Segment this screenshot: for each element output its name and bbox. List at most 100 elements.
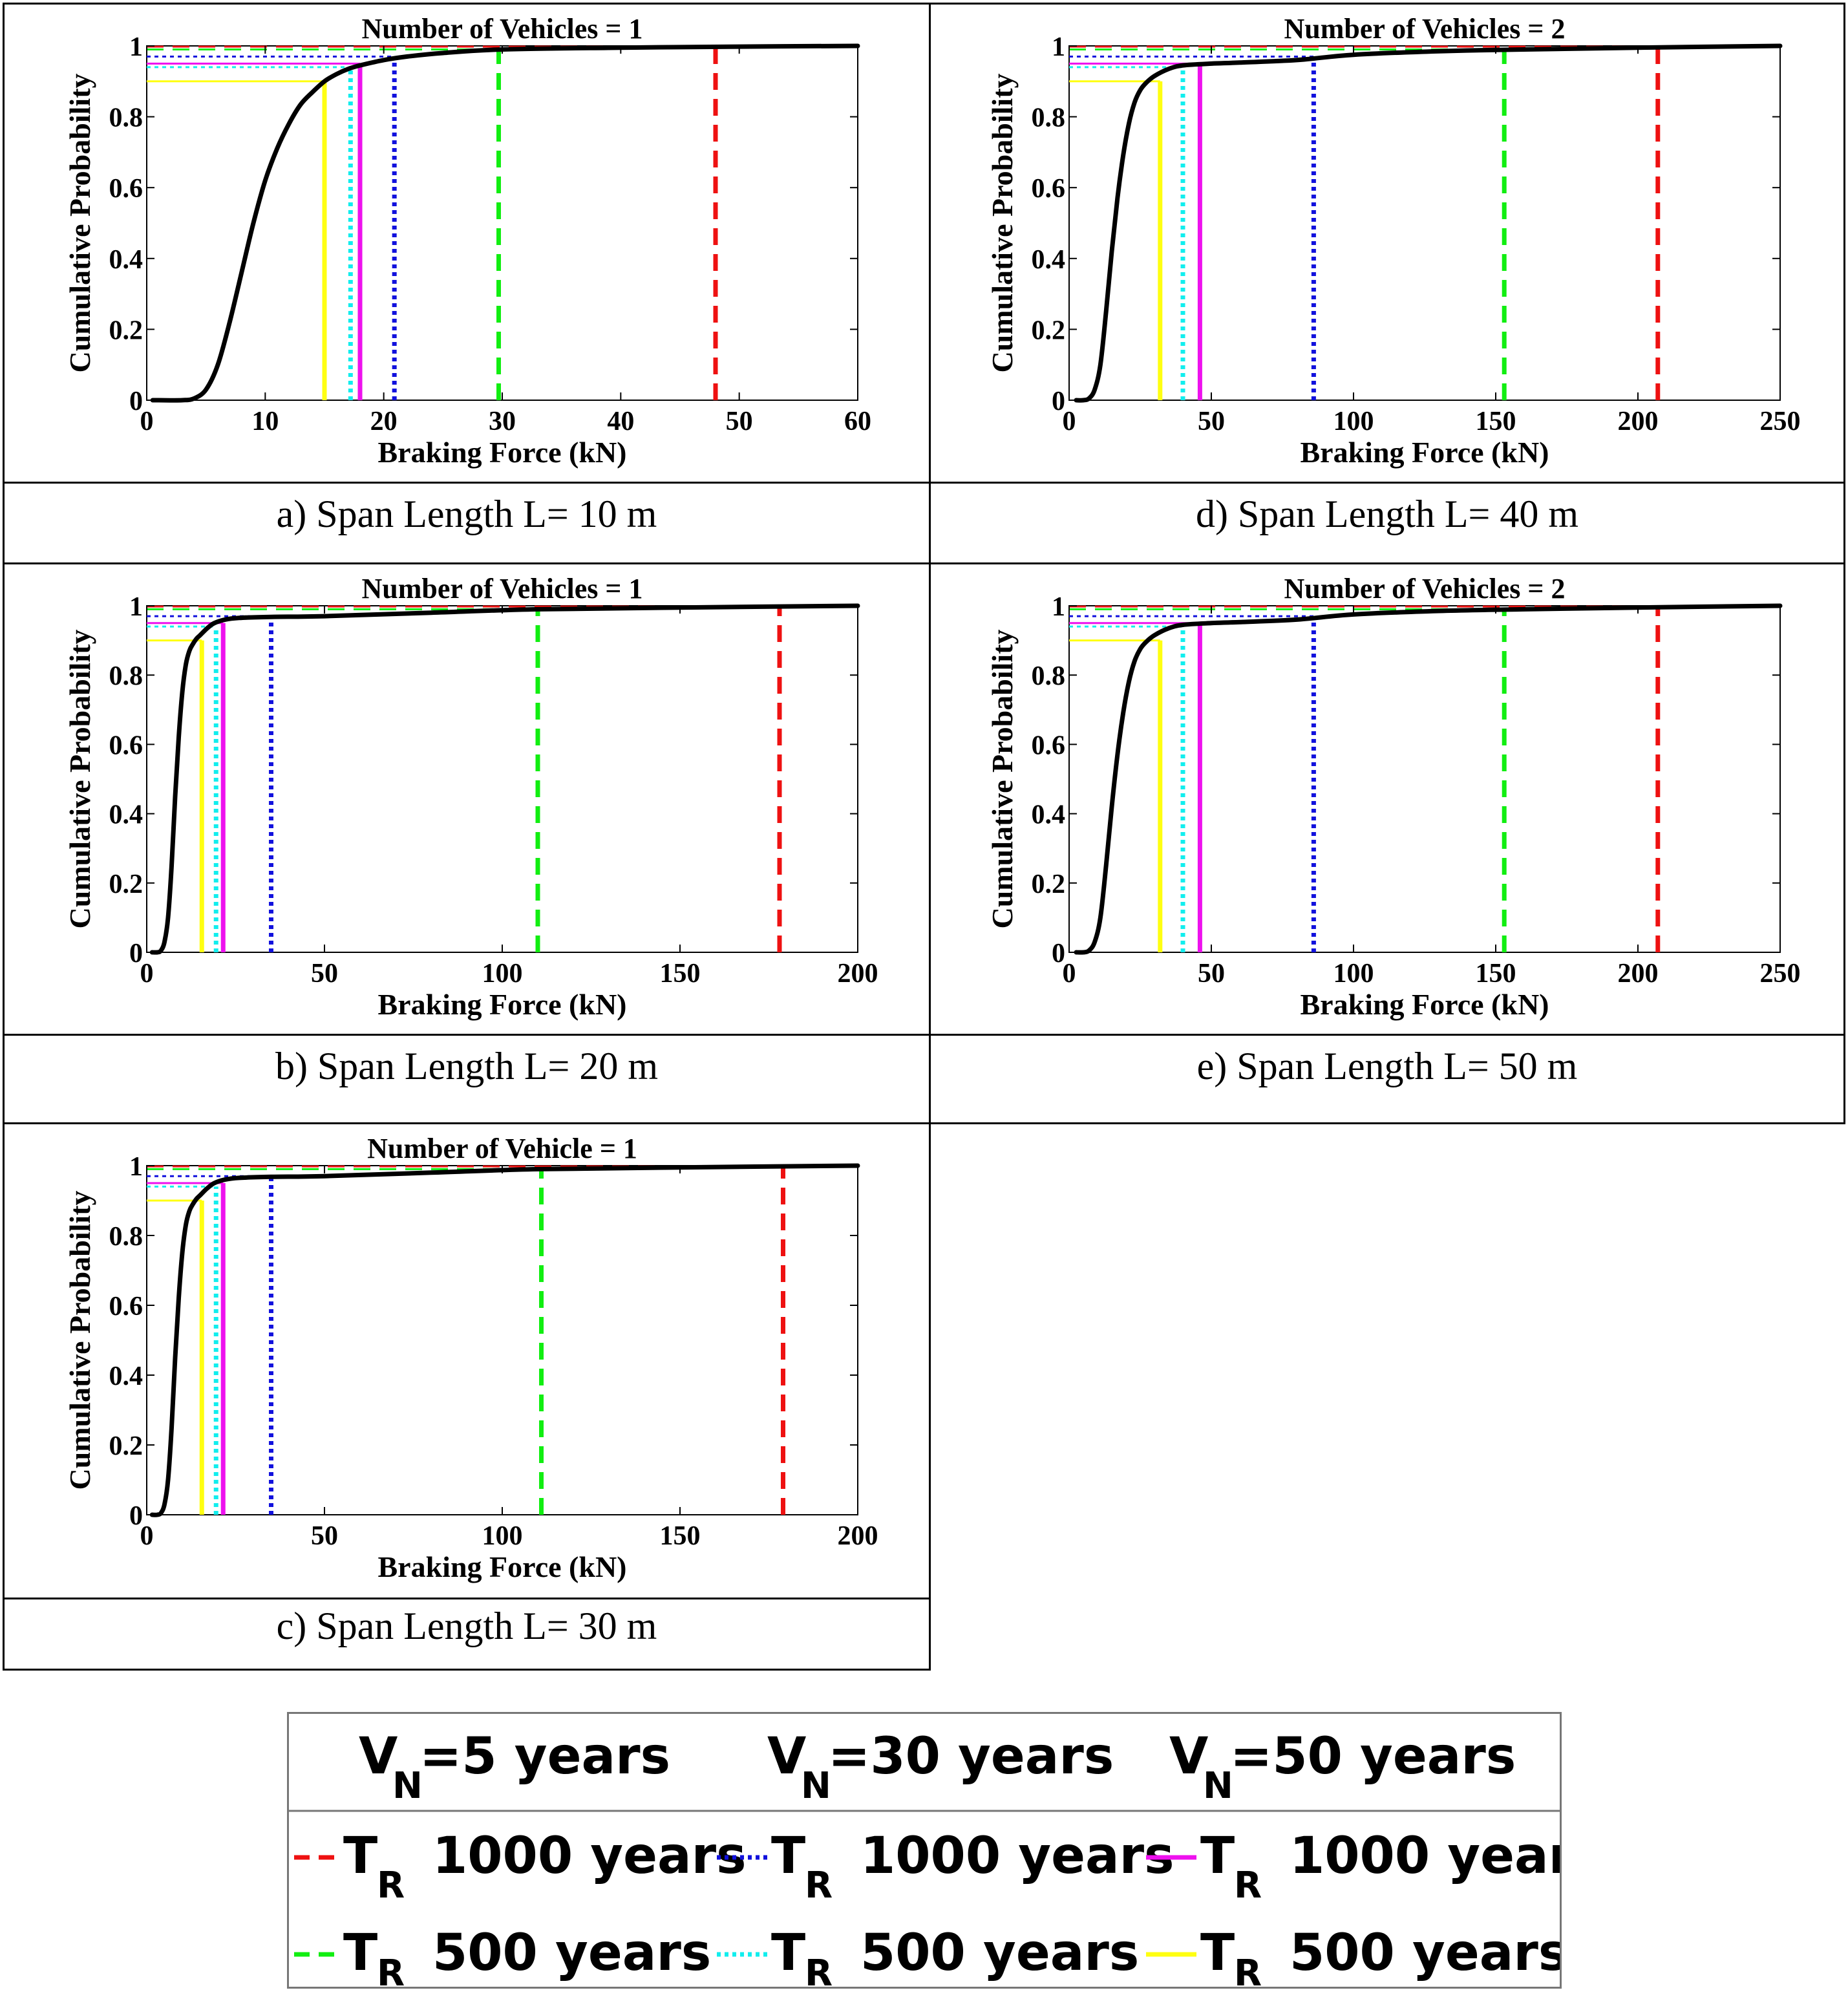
reference-vn5_tr1000 xyxy=(1069,605,1661,952)
cdf-curve xyxy=(149,603,860,955)
svg-text:500 years: 500 years xyxy=(1290,1924,1560,1982)
y-axis-label: Cumulative Probability xyxy=(63,629,96,928)
svg-text:1000 years: 1000 years xyxy=(432,1827,747,1885)
y-tick-label: 0 xyxy=(1052,939,1065,968)
reference-vn5_tr500 xyxy=(147,608,540,952)
reference-vn30_tr500 xyxy=(147,625,218,952)
x-tick-label: 150 xyxy=(1476,407,1516,436)
x-tick-label: 0 xyxy=(1063,959,1076,989)
caption-d: d) Span Length L= 40 m xyxy=(1195,493,1579,535)
y-tick-label: 0.6 xyxy=(1032,174,1066,204)
y-tick-label: 0.4 xyxy=(1032,245,1066,275)
x-tick-label: 150 xyxy=(660,1521,701,1551)
x-tick-label: 10 xyxy=(251,407,279,436)
y-axis-label: Cumulative Probability xyxy=(986,629,1019,928)
y-tick-label: 0 xyxy=(129,1501,143,1531)
chart-e: Number of Vehicles = 2 0 50 100 150 200 250 0 0.… xyxy=(986,573,1801,1021)
chart-title: Number of Vehicles = 1 xyxy=(362,13,643,45)
x-tick-label: 0 xyxy=(1063,407,1076,436)
reference-vn30_tr500 xyxy=(1069,66,1185,400)
y-tick-label: 0.4 xyxy=(1032,800,1066,830)
caption-divider xyxy=(931,1034,1843,1036)
y-tick-label: 0.2 xyxy=(1032,315,1066,345)
svg-text:T: T xyxy=(771,1827,805,1885)
cdf-curve xyxy=(149,1163,860,1517)
x-tick-label: 50 xyxy=(311,959,338,989)
svg-text:V: V xyxy=(1169,1727,1208,1786)
y-tick-label: 1 xyxy=(1052,592,1065,622)
x-tick-label: 50 xyxy=(311,1521,338,1551)
y-tick-label: 1 xyxy=(129,592,143,622)
x-tick-label: 0 xyxy=(140,1521,154,1551)
x-axis-label: Braking Force (kN) xyxy=(377,988,626,1021)
caption-b: b) Span Length L= 20 m xyxy=(275,1045,659,1087)
y-tick-label: 0.6 xyxy=(1032,731,1066,760)
svg-text:R: R xyxy=(1234,1952,1262,1987)
svg-text:=30 years: =30 years xyxy=(828,1727,1114,1786)
x-tick-label: 100 xyxy=(1333,959,1374,989)
cdf-curve xyxy=(1074,603,1783,955)
panel-e: Number of Vehicles = 2 0 50 100 150 200 250 0 0.… xyxy=(929,562,1845,1124)
x-tick-label: 0 xyxy=(140,959,154,989)
panel-b: Number of Vehicles = 1 0 50 100 150 200 0 0.2 0.… xyxy=(3,562,931,1124)
chart-title: Number of Vehicles = 2 xyxy=(1284,573,1566,604)
chart-title: Number of Vehicles = 2 xyxy=(1284,13,1566,45)
x-tick-label: 200 xyxy=(838,959,878,989)
y-tick-label: 1 xyxy=(129,32,143,62)
reference-vn30_tr1000 xyxy=(1069,55,1316,400)
y-axis-label: Cumulative Probability xyxy=(986,73,1019,372)
legend-header-vn30: V N =30 years xyxy=(767,1727,1114,1807)
svg-text:T: T xyxy=(771,1924,805,1982)
y-tick-label: 0.6 xyxy=(109,174,143,204)
y-tick-label: 0 xyxy=(129,939,143,968)
caption-a: a) Span Length L= 10 m xyxy=(276,493,657,535)
x-tick-label: 50 xyxy=(1198,959,1225,989)
y-tick-label: 0.6 xyxy=(109,731,143,760)
reference-vn30_tr500 xyxy=(147,1185,218,1515)
plot-area-frame xyxy=(1068,45,1781,401)
reference-vn50_tr1000 xyxy=(1069,622,1202,952)
svg-text:T: T xyxy=(343,1924,377,1982)
svg-text:=50 years: =50 years xyxy=(1230,1727,1516,1786)
caption-c: c) Span Length L= 30 m xyxy=(276,1605,657,1647)
svg-text:R: R xyxy=(805,1952,833,1987)
caption-divider xyxy=(931,482,1843,484)
svg-text:V: V xyxy=(767,1727,806,1786)
reference-vn30_tr1000 xyxy=(1069,615,1316,952)
svg-text:1000 years: 1000 years xyxy=(860,1827,1174,1885)
legend-entry-vn50-tr500: T R 500 years xyxy=(1146,1924,1568,1994)
legend-entry-vn5-tr1000: T R 1000 years xyxy=(294,1827,747,1907)
x-axis-label: Braking Force (kN) xyxy=(377,436,626,469)
svg-text:=5 years: =5 years xyxy=(420,1727,670,1786)
reference-vn5_tr1000 xyxy=(147,45,718,400)
y-tick-label: 1 xyxy=(1052,32,1065,62)
y-tick-label: 0.2 xyxy=(109,870,143,899)
y-tick-label: 0.4 xyxy=(109,800,143,830)
chart-title: Number of Vehicle = 1 xyxy=(367,1133,637,1164)
reference-vn5_tr1000 xyxy=(147,1165,785,1515)
y-tick-label: 0.8 xyxy=(109,1222,143,1252)
x-tick-label: 50 xyxy=(726,407,753,436)
y-tick-label: 0.2 xyxy=(109,1431,143,1461)
svg-text:T: T xyxy=(1200,1924,1235,1982)
x-tick-label: 0 xyxy=(140,407,154,436)
svg-text:V: V xyxy=(359,1727,398,1786)
plot-area-frame xyxy=(1068,605,1781,953)
x-axis-label: Braking Force (kN) xyxy=(377,1550,626,1583)
reference-vn30_tr1000 xyxy=(147,615,273,952)
y-tick-label: 0.2 xyxy=(109,315,143,345)
cdf-curve xyxy=(150,43,860,403)
svg-text:R: R xyxy=(805,1865,833,1907)
y-axis-label: Cumulative Probability xyxy=(63,1190,96,1490)
y-tick-label: 0.6 xyxy=(109,1292,143,1321)
y-tick-label: 0.8 xyxy=(109,103,143,133)
plot-area-frame xyxy=(146,605,858,953)
y-tick-label: 0.8 xyxy=(1032,661,1066,691)
y-tick-label: 1 xyxy=(129,1152,143,1182)
reference-vn50_tr1000 xyxy=(147,62,363,400)
legend-entry-vn30-tr1000: T R 1000 years xyxy=(717,1827,1174,1907)
panel-c: Number of Vehicle = 1 0 50 100 150 200 0 0.2 0.4… xyxy=(3,1122,931,1671)
reference-vn5_tr500 xyxy=(147,48,501,400)
caption-divider xyxy=(5,1034,929,1036)
legend-header-vn5: V N =5 years xyxy=(359,1727,670,1807)
